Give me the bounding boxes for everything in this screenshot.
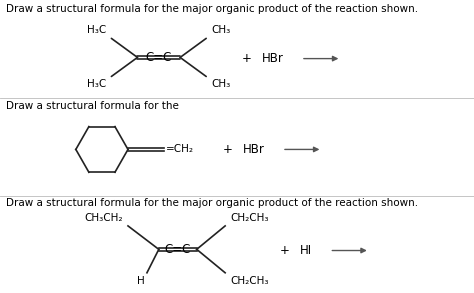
Text: H₃C: H₃C xyxy=(87,25,107,35)
Text: HBr: HBr xyxy=(243,143,264,156)
Text: +: + xyxy=(223,143,232,156)
Text: H₃C: H₃C xyxy=(87,79,107,89)
Text: CH₂CH₃: CH₂CH₃ xyxy=(230,213,268,223)
Text: Draw a structural formula for the major organic product of the reaction shown.: Draw a structural formula for the major … xyxy=(6,198,418,208)
Text: C=C: C=C xyxy=(164,243,191,256)
Text: Draw a structural formula for the major organic product of the reaction shown.: Draw a structural formula for the major … xyxy=(6,4,418,14)
Text: HBr: HBr xyxy=(262,52,283,65)
Text: +: + xyxy=(242,52,251,65)
Text: +: + xyxy=(280,244,289,257)
Text: Draw a structural formula for the: Draw a structural formula for the xyxy=(6,101,182,111)
Text: CH₃: CH₃ xyxy=(211,79,230,89)
Text: C=C: C=C xyxy=(146,51,172,64)
Text: CH₂CH₃: CH₂CH₃ xyxy=(230,276,268,286)
Text: =CH₂: =CH₂ xyxy=(166,144,194,154)
Text: CH₃CH₂: CH₃CH₂ xyxy=(85,213,123,223)
Text: H: H xyxy=(137,276,145,286)
Text: CH₃: CH₃ xyxy=(211,25,230,35)
Text: HI: HI xyxy=(300,244,312,257)
